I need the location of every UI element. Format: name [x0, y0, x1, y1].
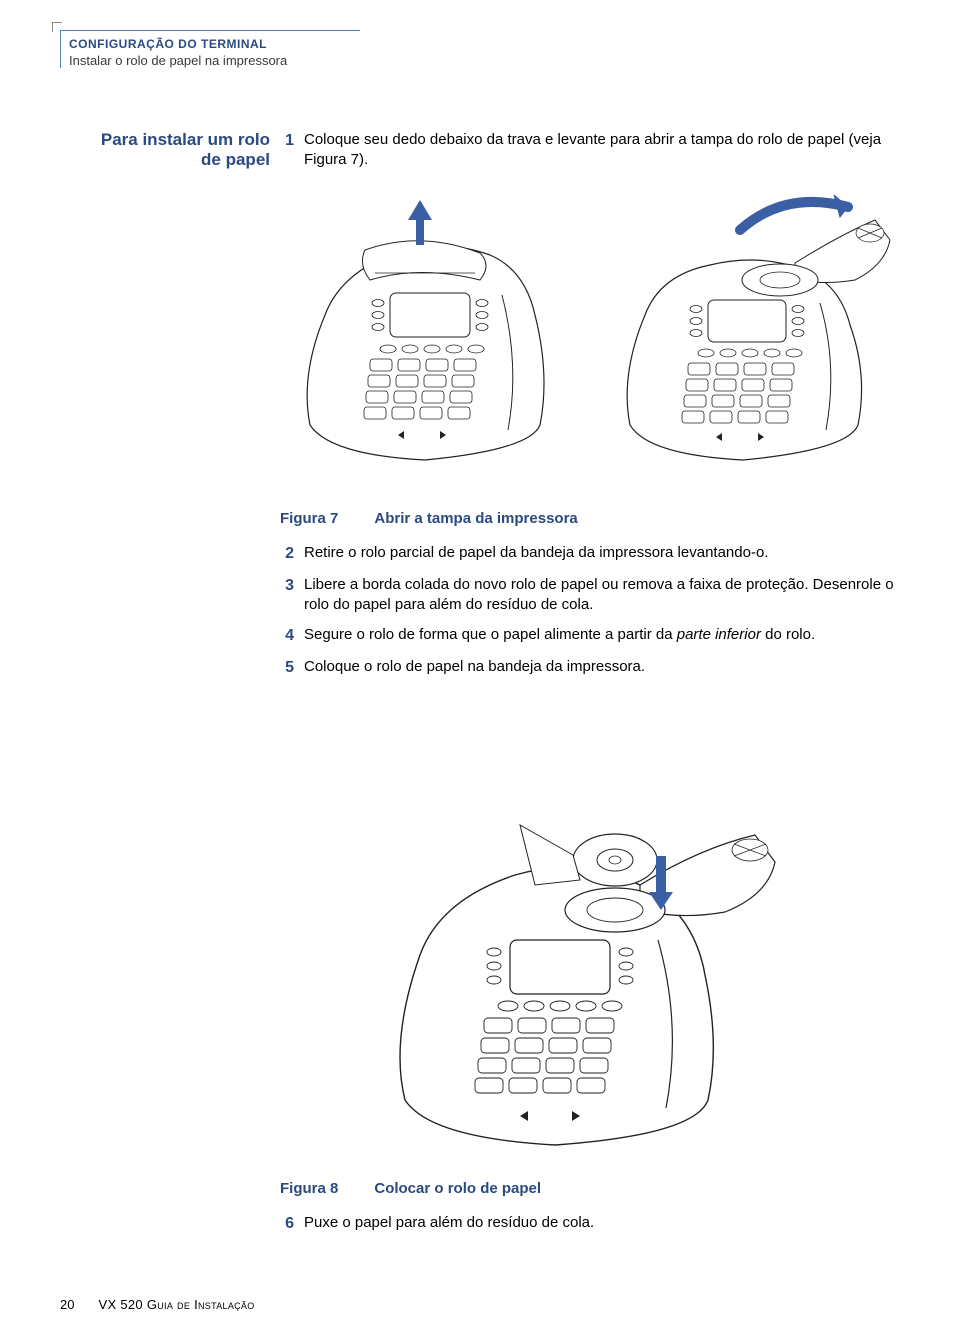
page-number: 20 — [60, 1297, 74, 1312]
figure-7-caption: Figura 7 Abrir a tampa da impressora — [280, 510, 900, 527]
step-text: Retire o rolo parcial de papel da bandej… — [304, 543, 768, 565]
steps-block-2: Figura 7 Abrir a tampa da impressora 2 R… — [280, 510, 900, 688]
step-number: 1 — [280, 130, 304, 171]
step-text: Segure o rolo de forma que o papel alime… — [304, 625, 815, 647]
step-text: Coloque seu dedo debaixo da trava e leva… — [304, 130, 900, 171]
step-text: Coloque o rolo de papel na bandeja da im… — [304, 657, 645, 679]
step-text-italic: parte inferior — [677, 626, 761, 643]
step-text-pre: Segure o rolo de forma que o papel alime… — [304, 626, 677, 643]
step-number: 6 — [280, 1213, 304, 1235]
figure-8-caption: Figura 8 Colocar o rolo de papel — [280, 1180, 900, 1197]
step-row: 4 Segure o rolo de forma que o papel ali… — [280, 625, 900, 647]
step-text-post: do rolo. — [761, 626, 815, 643]
steps-block-3: Figura 8 Colocar o rolo de papel 6 Puxe … — [280, 1180, 900, 1245]
page-footer: 20 VX 520 Guia de Instalação — [60, 1297, 255, 1312]
figure-8-caption-text: Colocar o rolo de papel — [374, 1180, 541, 1197]
header-subtitle: Instalar o rolo de papel na impressora — [69, 53, 360, 68]
doc-title: VX 520 Guia de Instalação — [98, 1297, 254, 1312]
step-text: Libere a borda colada do novo rolo de pa… — [304, 575, 900, 616]
step-row: 5 Coloque o rolo de papel na bandeja da … — [280, 657, 900, 679]
step-row: 6 Puxe o papel para além do resíduo de c… — [280, 1213, 900, 1235]
step-row: 1 Coloque seu dedo debaixo da trava e le… — [280, 130, 900, 171]
step-number: 5 — [280, 657, 304, 679]
steps-block-1: 1 Coloque seu dedo debaixo da trava e le… — [280, 130, 900, 181]
step-number: 2 — [280, 543, 304, 565]
page-header: CONFIGURAÇÃO DO TERMINAL Instalar o rolo… — [60, 30, 360, 68]
section-label: Para instalar um rolo de papel — [70, 130, 270, 170]
step-row: 3 Libere a borda colada do novo rolo de … — [280, 575, 900, 616]
step-number: 4 — [280, 625, 304, 647]
figure-8-label: Figura 8 — [280, 1180, 338, 1197]
figure-7-illustration — [260, 195, 900, 485]
figure-8-illustration — [330, 800, 810, 1160]
section-label-line1: Para instalar um rolo — [101, 130, 270, 149]
step-text: Puxe o papel para além do resíduo de col… — [304, 1213, 594, 1235]
page: CONFIGURAÇÃO DO TERMINAL Instalar o rolo… — [0, 0, 960, 1342]
section-label-line2: de papel — [201, 150, 270, 169]
figure-7-caption-text: Abrir a tampa da impressora — [374, 510, 577, 527]
header-title: CONFIGURAÇÃO DO TERMINAL — [69, 37, 360, 51]
step-row: 2 Retire o rolo parcial de papel da band… — [280, 543, 900, 565]
figure-7-label: Figura 7 — [280, 510, 338, 527]
step-number: 3 — [280, 575, 304, 616]
